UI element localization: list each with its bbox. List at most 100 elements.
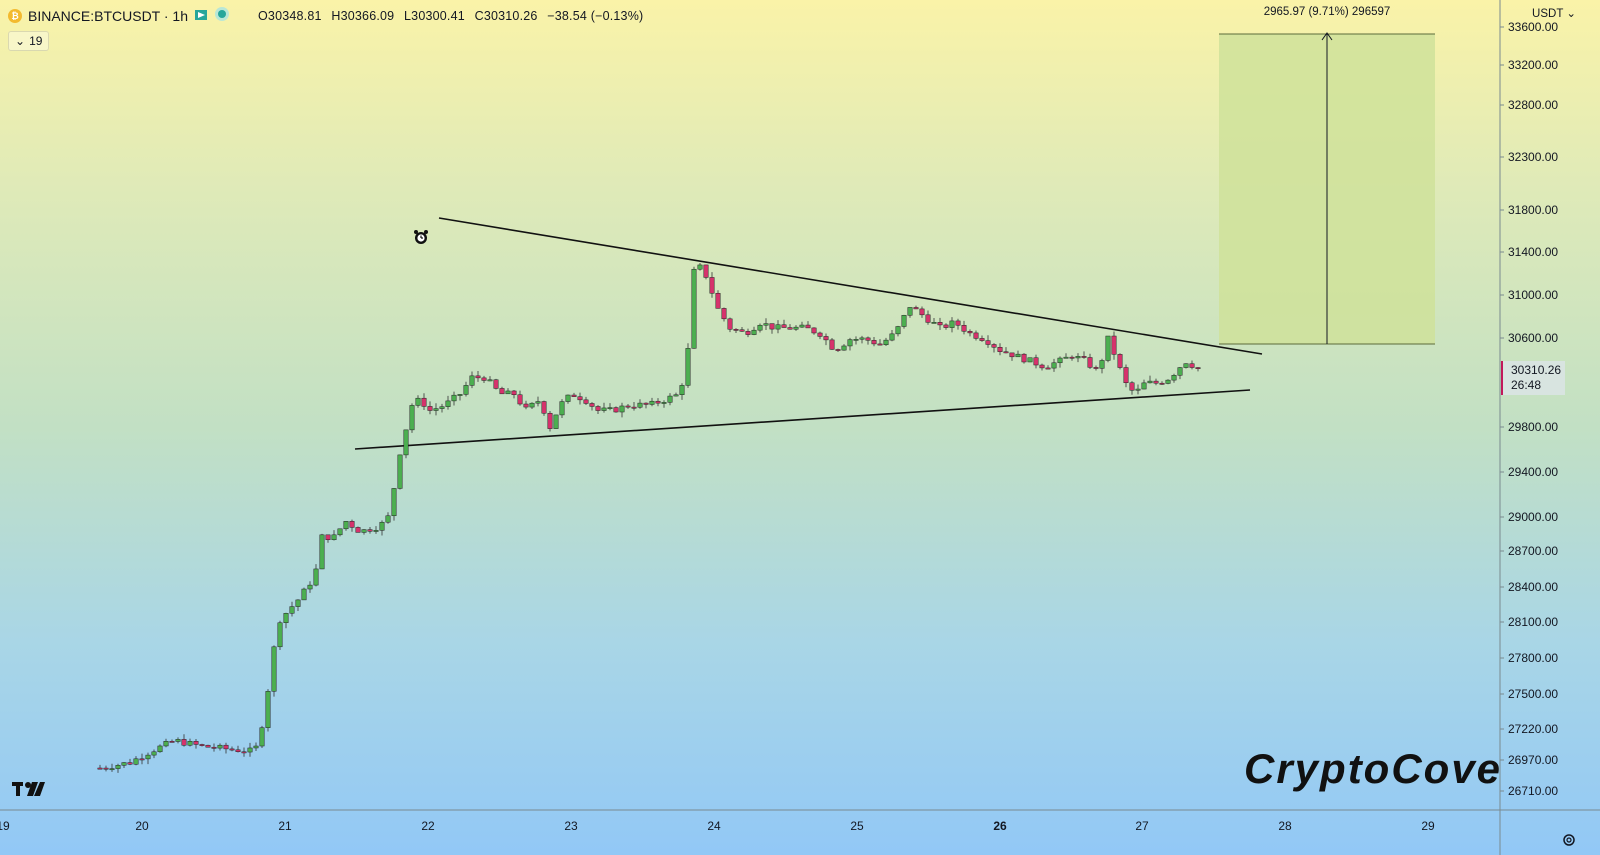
candle-down bbox=[727, 318, 733, 330]
candle-down bbox=[925, 314, 931, 323]
time-tick-label: 19 bbox=[0, 819, 10, 833]
candle-down bbox=[613, 407, 619, 413]
candle-up bbox=[247, 747, 253, 753]
currency-selector[interactable]: USDT ⌄ bbox=[1532, 8, 1576, 20]
candle-up bbox=[559, 401, 565, 416]
candle-up bbox=[1063, 356, 1069, 359]
candle-up bbox=[799, 324, 805, 328]
candle-up bbox=[931, 322, 937, 324]
candle-down bbox=[745, 331, 751, 335]
watermark: CryptoCove bbox=[1244, 745, 1503, 792]
candle-up bbox=[901, 315, 907, 327]
candle-down bbox=[139, 758, 145, 761]
price-tick-label: 28400.00 bbox=[1508, 580, 1558, 594]
candle-up bbox=[397, 454, 403, 489]
ohlc-values: O30348.81 H30366.09 L30300.41 C30310.26 … bbox=[258, 9, 649, 23]
candle-down bbox=[367, 529, 373, 532]
candle-down bbox=[1039, 364, 1045, 369]
alarm-clock-icon[interactable] bbox=[413, 229, 429, 250]
candle-down bbox=[1087, 357, 1093, 368]
price-tick-label: 29400.00 bbox=[1508, 465, 1558, 479]
time-tick-label: 23 bbox=[564, 819, 578, 833]
candle-up bbox=[415, 397, 421, 406]
candle-down bbox=[223, 744, 229, 750]
candle-down bbox=[985, 340, 991, 345]
candle-down bbox=[1093, 367, 1099, 369]
candle-up bbox=[439, 406, 445, 409]
candle-up bbox=[487, 379, 493, 382]
candle-up bbox=[607, 407, 613, 410]
candle-up bbox=[133, 758, 139, 765]
candle-down bbox=[913, 307, 919, 310]
tradingview-logo-icon[interactable] bbox=[12, 780, 46, 803]
time-tick-label: 25 bbox=[850, 819, 864, 833]
candle-down bbox=[703, 264, 709, 278]
candle-up bbox=[949, 320, 955, 328]
candle-down bbox=[325, 534, 331, 541]
candle-down bbox=[517, 394, 523, 405]
candle-up bbox=[457, 394, 463, 396]
candle-down bbox=[427, 406, 433, 411]
price-tick-label: 27500.00 bbox=[1508, 687, 1558, 701]
candle-down bbox=[955, 320, 961, 326]
candle-down bbox=[1153, 380, 1159, 384]
candle-up bbox=[697, 264, 703, 270]
symbol-label[interactable]: BINANCE:BTCUSDT · 1h bbox=[28, 7, 188, 24]
price-tick-label: 33200.00 bbox=[1508, 58, 1558, 72]
candle-down bbox=[787, 327, 793, 330]
candle-up bbox=[1183, 363, 1189, 368]
candle-down bbox=[721, 308, 727, 320]
indicators-toggle[interactable]: ⌄ 19 bbox=[8, 31, 50, 51]
candle-up bbox=[259, 727, 265, 747]
gear-icon[interactable] bbox=[1558, 829, 1580, 851]
candle-down bbox=[595, 406, 601, 411]
low-value: L30300.41 bbox=[404, 8, 465, 23]
measure-arrow-head bbox=[1321, 32, 1333, 41]
candle-up bbox=[385, 515, 391, 523]
time-tick-label: 20 bbox=[135, 819, 149, 833]
candle-down bbox=[541, 401, 547, 414]
candle-up bbox=[313, 568, 319, 586]
candle-down bbox=[493, 379, 499, 389]
flag-icon[interactable] bbox=[194, 8, 208, 24]
candle-up bbox=[1135, 388, 1141, 391]
candle-up bbox=[1027, 357, 1033, 363]
candle-up bbox=[163, 741, 169, 747]
candle-down bbox=[805, 324, 811, 329]
candle-down bbox=[709, 277, 715, 294]
candle-down bbox=[961, 325, 967, 332]
candle-down bbox=[169, 741, 175, 743]
candle-up bbox=[505, 390, 511, 395]
candle-down bbox=[1189, 363, 1195, 368]
candle-down bbox=[475, 375, 481, 379]
candle-up bbox=[1015, 353, 1021, 358]
candle-up bbox=[301, 588, 307, 601]
candle-down bbox=[811, 327, 817, 334]
candle-down bbox=[1159, 382, 1165, 385]
candle-up bbox=[289, 606, 295, 614]
open-value: O30348.81 bbox=[258, 8, 322, 23]
candle-up bbox=[157, 745, 163, 753]
candle-up bbox=[175, 739, 181, 742]
candle-up bbox=[601, 407, 607, 411]
candle-down bbox=[871, 340, 877, 345]
candle-up bbox=[847, 339, 853, 347]
candle-up bbox=[661, 402, 667, 404]
candle-up bbox=[889, 333, 895, 341]
candle-down bbox=[655, 400, 661, 404]
candle-up bbox=[331, 534, 337, 541]
candle-up bbox=[667, 395, 673, 403]
candle-down bbox=[481, 377, 487, 381]
candle-up bbox=[403, 429, 409, 456]
candle-up bbox=[109, 768, 115, 771]
countdown-value: 26:48 bbox=[1511, 378, 1542, 392]
upper-trendline bbox=[438, 217, 1263, 355]
candle-down bbox=[421, 397, 427, 407]
candle-down bbox=[973, 332, 979, 339]
candle-down bbox=[1081, 356, 1087, 358]
candle-down bbox=[967, 331, 973, 334]
candle-up bbox=[1057, 357, 1063, 364]
time-tick-label: 21 bbox=[278, 819, 292, 833]
last-price-value: 30310.26 bbox=[1511, 363, 1562, 377]
